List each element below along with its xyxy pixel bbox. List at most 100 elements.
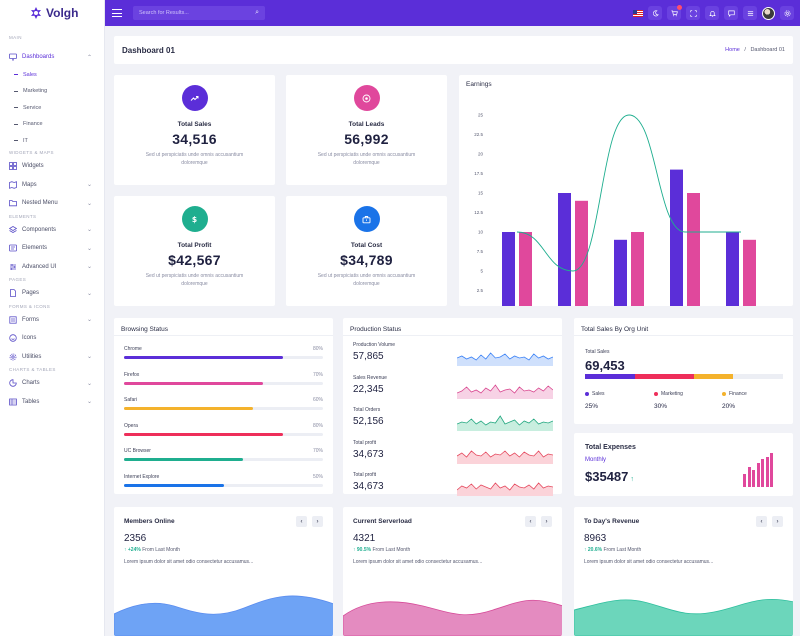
bar-sales[interactable]	[670, 169, 683, 306]
breadcrumb: Home / Dashboard 01	[725, 47, 785, 53]
sparkline-line	[457, 449, 553, 458]
chat-icon	[727, 10, 735, 17]
production-label: Total profit	[353, 472, 377, 478]
sidebar-sub-marketing[interactable]: Marketing	[0, 83, 104, 100]
settings-button[interactable]	[780, 6, 794, 20]
sidebar-sub-service[interactable]: Service	[0, 100, 104, 117]
next-button[interactable]: ›	[312, 516, 323, 527]
expenses-value-row: $35487 ↑	[585, 469, 634, 484]
list-button[interactable]	[743, 6, 757, 20]
cart-button[interactable]	[667, 5, 682, 20]
metric-change-value: 20.6%	[587, 547, 603, 553]
y-tick-label: 12.5	[474, 210, 483, 215]
prev-button[interactable]: ‹	[296, 516, 307, 527]
sidebar-section-widgets: WIDGETS & MAPS	[9, 150, 54, 155]
bar-profit[interactable]	[575, 200, 588, 306]
sidebar-item-label: Elements	[22, 245, 48, 252]
sparkline-chart	[457, 383, 553, 399]
us-flag-icon[interactable]	[633, 9, 643, 17]
sidebar-item-advanced-ui[interactable]: Advanced UI ⌄	[0, 258, 104, 277]
sidebar-item-charts[interactable]: Charts ⌄	[0, 374, 104, 393]
next-button[interactable]: ›	[772, 516, 783, 527]
sidebar-sub-sales[interactable]: Sales	[0, 67, 104, 84]
widgets-icon	[9, 162, 17, 171]
bar-sales[interactable]	[614, 239, 627, 306]
stat-description: Sed ut perspiciatis unde omnis accusanti…	[317, 152, 416, 166]
sidebar-item-pages[interactable]: Pages ⌄	[0, 284, 104, 303]
sidebar-sub-it[interactable]: IT	[0, 133, 104, 150]
search-box[interactable]: ⌕	[133, 6, 265, 20]
sparkline-line	[457, 352, 553, 361]
y-tick-label: 25	[478, 113, 484, 118]
bar-sales[interactable]	[502, 232, 515, 306]
sidebar-item-nested-menu[interactable]: Nested Menu ⌄	[0, 194, 104, 213]
bar-profit[interactable]	[519, 232, 532, 306]
fullscreen-button[interactable]	[686, 6, 700, 20]
bar-profit[interactable]	[743, 239, 756, 306]
menu-toggle-icon[interactable]	[112, 9, 122, 17]
sales-by-org-card: Total Sales By Org Unit Total Sales 69,4…	[574, 318, 793, 424]
messages-button[interactable]	[724, 6, 738, 20]
browser-row: Chrome 80%	[124, 346, 323, 359]
bar-profit[interactable]	[687, 193, 700, 306]
chevron-down-icon: ⌄	[86, 264, 92, 271]
sidebar-item-label: Maps	[22, 181, 37, 188]
metric-description: Lorem ipsum dolor sit amet odio consecte…	[353, 559, 483, 565]
sidebar-item-dashboards[interactable]: Dashboards ⌃	[0, 48, 104, 67]
org-legend-item: Sales 25%	[585, 391, 605, 410]
stat-description: Sed ut perspiciatis unde omnis accusanti…	[145, 152, 244, 166]
chevron-down-icon: ⌄	[86, 227, 92, 234]
metric-change-period: From Last Month	[142, 547, 181, 553]
sidebar-sub-finance[interactable]: Finance	[0, 116, 104, 133]
browser-name: UC Browser	[124, 448, 151, 454]
progress-fill	[124, 458, 244, 461]
org-bar-segment	[585, 374, 635, 379]
metric-area-chart	[574, 598, 793, 636]
production-value: 57,865	[353, 351, 384, 362]
bar-sales[interactable]	[558, 193, 571, 306]
notifications-button[interactable]	[705, 6, 719, 20]
y-tick-label: 5	[480, 269, 483, 274]
dark-mode-button[interactable]	[648, 6, 662, 20]
sparkline-line	[457, 383, 553, 394]
gear-icon	[783, 9, 791, 17]
browser-row-header: Firefox 70%	[124, 372, 323, 378]
monitor-icon	[9, 53, 17, 61]
expense-bar	[756, 462, 760, 487]
top-header: ⌕	[105, 0, 800, 26]
browser-name: Opera	[124, 422, 138, 429]
sidebar-item-utilities[interactable]: Utilities ⌄	[0, 348, 104, 367]
sidebar-sub-label: Finance	[23, 121, 43, 128]
brand-name: Volgh	[46, 6, 79, 20]
next-button[interactable]: ›	[541, 516, 552, 527]
search-icon[interactable]: ⌕	[255, 9, 259, 16]
production-row: Total profit 34,673	[353, 472, 553, 502]
production-status-card: Production Status Production Volume 57,86…	[343, 318, 562, 496]
sidebar-section-elements: ELEMENTS	[9, 213, 37, 219]
stat-description: Sed ut perspiciatis unde omnis accusanti…	[317, 273, 416, 287]
y-tick-label: 10	[478, 230, 484, 235]
expense-bar	[770, 453, 773, 487]
user-avatar[interactable]	[762, 6, 775, 20]
search-input[interactable]	[139, 10, 239, 16]
sidebar-item-widgets[interactable]: Widgets	[0, 157, 104, 176]
sidebar-item-elements[interactable]: Elements ⌄	[0, 239, 104, 258]
metric-nav: ‹ ›	[525, 516, 552, 527]
bar-profit[interactable]	[631, 232, 644, 306]
sidebar-item-components[interactable]: Components ⌄	[0, 221, 104, 240]
brand-logo[interactable]: Volgh	[0, 0, 104, 26]
org-legend-item: Finance 20%	[722, 391, 747, 410]
prev-button[interactable]: ‹	[525, 516, 536, 527]
sidebar-item-icons[interactable]: Icons	[0, 329, 104, 348]
expenses-title: Total Expenses	[585, 444, 636, 451]
metric-change: ↑ +24% From Last Month	[124, 547, 180, 553]
stat-value: $42,567	[168, 252, 221, 268]
sidebar-item-label: Icons	[22, 335, 37, 342]
breadcrumb-home-link[interactable]: Home	[725, 47, 740, 53]
sidebar-sub-label: Marketing	[23, 88, 48, 95]
prev-button[interactable]: ‹	[756, 516, 767, 527]
sidebar-item-tables[interactable]: Tables ⌄	[0, 393, 104, 412]
sidebar-item-forms[interactable]: Forms ⌄	[0, 311, 104, 330]
bar-sales[interactable]	[726, 232, 739, 306]
sidebar-item-maps[interactable]: Maps ⌄	[0, 176, 104, 195]
